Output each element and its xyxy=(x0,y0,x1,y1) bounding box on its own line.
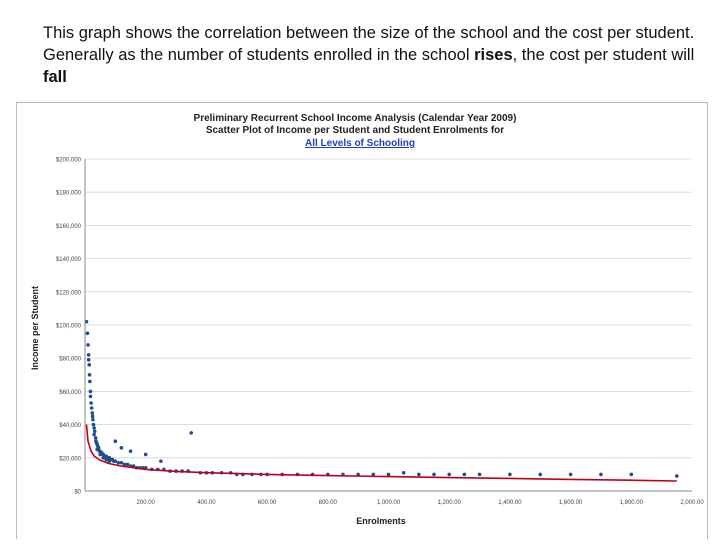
y-tick-label: $20,000 xyxy=(59,456,81,462)
data-point xyxy=(92,429,97,434)
caption-part1: This graph shows the correlation between… xyxy=(43,24,695,64)
data-point xyxy=(447,472,452,477)
y-tick-label: $200,000 xyxy=(56,158,82,164)
y-tick-label: $100,000 xyxy=(56,324,82,330)
data-point xyxy=(86,343,90,347)
scatter-chart: Preliminary Recurrent School Income Anal… xyxy=(30,113,705,526)
data-point xyxy=(113,459,118,463)
data-point xyxy=(417,472,421,477)
data-point xyxy=(86,358,91,362)
y-tick-label: $40,000 xyxy=(59,423,81,429)
data-point xyxy=(93,436,98,440)
data-point xyxy=(90,414,95,419)
data-point xyxy=(629,472,634,477)
data-point xyxy=(371,472,376,477)
data-point xyxy=(86,353,91,357)
y-tick-label: $60,000 xyxy=(59,390,81,396)
y-tick-labels: $0 $20,000 $40,000 $60,000 $80,000 $100,000 $1… xyxy=(56,158,82,496)
y-tick-label: $180,000 xyxy=(56,191,82,197)
data-point xyxy=(87,363,92,367)
chart-title-3[interactable]: All Levels of Schooling xyxy=(305,138,415,149)
data-point xyxy=(128,449,133,453)
x-tick-label: 1,400.00 xyxy=(498,500,522,506)
data-point xyxy=(599,472,603,477)
x-tick-label: 1,600.00 xyxy=(559,500,583,506)
data-point xyxy=(87,373,92,377)
data-point xyxy=(89,406,94,410)
data-point xyxy=(477,472,482,477)
data-point xyxy=(89,401,93,405)
data-point xyxy=(90,411,95,415)
data-point xyxy=(84,319,89,324)
y-tick-label: $160,000 xyxy=(56,224,82,230)
x-tick-label: 1,000.00 xyxy=(377,500,401,506)
data-point xyxy=(92,426,96,430)
data-point xyxy=(116,460,121,465)
chart-title-1: Preliminary Recurrent School Income Anal… xyxy=(194,113,517,124)
x-tick-label: 1,800.00 xyxy=(620,500,644,506)
x-tick-label: 1,200.00 xyxy=(438,500,462,506)
x-axis-label: Enrolments xyxy=(356,516,406,526)
data-point xyxy=(88,379,92,384)
chart-container: Preliminary Recurrent School Income Anal… xyxy=(16,102,708,539)
x-tick-label: 400.00 xyxy=(197,500,216,506)
caption-text: This graph shows the correlation between… xyxy=(43,22,703,88)
chart-title-2: Scatter Plot of Income per Student and S… xyxy=(206,125,504,136)
data-point xyxy=(568,472,573,477)
data-point xyxy=(538,472,543,477)
data-point xyxy=(85,331,90,336)
data-point xyxy=(386,472,391,477)
data-point xyxy=(91,422,96,427)
caption-rises: rises xyxy=(474,46,513,64)
data-point xyxy=(91,417,95,422)
data-point xyxy=(675,474,679,478)
x-tick-labels: 200.00 400.00 600.00 800.00 1,000.00 1,200.00… xyxy=(137,500,705,506)
y-tick-label: $120,000 xyxy=(56,290,82,296)
data-point xyxy=(508,472,512,477)
y-tick-label: $140,000 xyxy=(56,257,82,263)
data-point xyxy=(88,394,93,399)
data-point xyxy=(96,446,101,450)
trend-line xyxy=(85,424,677,482)
data-point xyxy=(432,472,436,477)
data-point xyxy=(159,459,163,463)
data-point xyxy=(125,462,130,467)
data-point xyxy=(143,452,148,457)
data-point xyxy=(462,472,467,477)
data-point xyxy=(119,446,124,450)
caption-part2: , the cost per student will xyxy=(512,46,695,64)
data-point xyxy=(88,389,93,394)
x-tick-label: 800.00 xyxy=(319,500,338,506)
y-tick-label: $0 xyxy=(74,490,81,496)
data-points xyxy=(84,319,679,478)
x-tick-label: 2,000.00 xyxy=(680,500,704,506)
data-point xyxy=(122,462,127,467)
data-point xyxy=(113,439,118,444)
data-point xyxy=(119,460,124,465)
gridlines xyxy=(85,158,692,459)
y-tick-label: $80,000 xyxy=(59,357,81,363)
x-tick-label: 600.00 xyxy=(258,500,277,506)
x-tick-label: 200.00 xyxy=(137,500,156,506)
y-axis-label: Income per Student xyxy=(30,286,40,370)
data-point xyxy=(401,470,406,475)
caption-fall: fall xyxy=(43,68,67,86)
data-point xyxy=(189,431,194,435)
data-point xyxy=(92,432,96,437)
